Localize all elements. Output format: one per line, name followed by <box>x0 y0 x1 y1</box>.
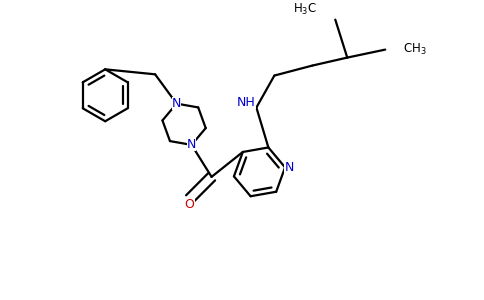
Text: N: N <box>285 161 294 174</box>
Text: N: N <box>172 97 181 110</box>
Text: H$_3$C: H$_3$C <box>293 2 318 17</box>
Text: NH: NH <box>237 96 256 109</box>
Text: O: O <box>185 198 195 211</box>
Text: CH$_3$: CH$_3$ <box>403 42 427 57</box>
Text: N: N <box>187 138 197 152</box>
